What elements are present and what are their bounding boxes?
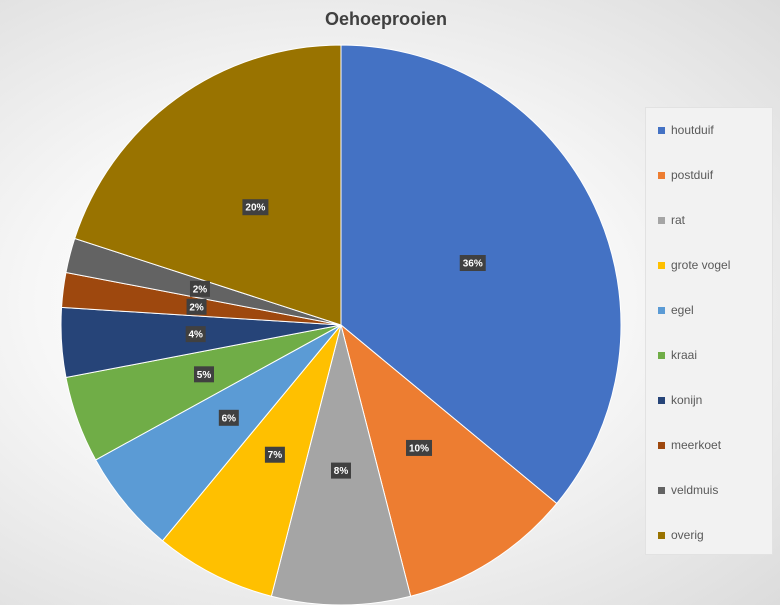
legend-label: rat	[671, 213, 686, 227]
legend-swatch	[658, 171, 665, 179]
legend-item-egel: egel	[658, 302, 694, 318]
data-label-konijn: 4%	[185, 326, 206, 343]
pie-slice-overig	[74, 44, 342, 326]
data-label-kraai: 5%	[194, 366, 215, 383]
legend-swatch	[658, 531, 665, 539]
legend-label: grote vogel	[671, 258, 731, 272]
pie-slice-houtduif	[340, 44, 622, 505]
data-label-overig: 20%	[242, 199, 269, 216]
svg-text:20%: 20%	[245, 203, 265, 214]
data-label-veldmuis: 2%	[189, 280, 210, 297]
legend-item-konijn: konijn	[658, 392, 702, 408]
svg-text:7%: 7%	[268, 450, 283, 461]
svg-text:4%: 4%	[188, 330, 203, 341]
svg-text:5%: 5%	[197, 370, 212, 381]
legend-item-postduif: postduif	[658, 167, 713, 183]
legend-swatch	[658, 396, 665, 404]
data-label-egel: 6%	[218, 409, 239, 426]
legend-swatch	[658, 486, 665, 494]
legend-swatch	[658, 441, 665, 449]
legend-swatch	[658, 261, 665, 269]
legend-swatch	[658, 216, 665, 224]
legend-label: meerkoet	[671, 438, 722, 452]
pie-slice-grote-vogel	[161, 324, 342, 597]
legend-item-meerkoet: meerkoet	[658, 437, 721, 453]
svg-text:10%: 10%	[409, 443, 429, 454]
legend-label: egel	[671, 303, 694, 317]
svg-text:2%: 2%	[189, 302, 204, 313]
data-label-houtduif: 36%	[459, 255, 486, 272]
chart-legend: houtduif postduif rat grote vogel egel kraai k…	[645, 107, 773, 555]
data-label-grote-vogel: 7%	[264, 446, 285, 463]
legend-swatch	[658, 126, 665, 134]
legend-swatch	[658, 306, 665, 314]
legend-label: overig	[671, 528, 704, 542]
legend-swatch	[658, 351, 665, 359]
legend-item-kraai: kraai	[658, 347, 697, 363]
legend-label: postduif	[671, 168, 714, 182]
svg-text:6%: 6%	[222, 413, 237, 424]
legend-label: houtduif	[671, 123, 714, 137]
legend-item-rat: rat	[658, 212, 685, 228]
legend-label: kraai	[671, 348, 698, 362]
legend-item-grote-vogel: grote vogel	[658, 257, 730, 273]
legend-label: veldmuis	[671, 483, 719, 497]
legend-label: konijn	[671, 393, 703, 407]
data-label-meerkoet: 2%	[186, 298, 207, 315]
legend-item-houtduif: houtduif	[658, 122, 714, 138]
legend-item-veldmuis: veldmuis	[658, 482, 718, 498]
svg-text:8%: 8%	[334, 466, 349, 477]
chart-title: Oehoeprooien	[324, 9, 447, 29]
svg-text:2%: 2%	[193, 284, 208, 295]
data-label-postduif: 10%	[406, 439, 433, 456]
legend-item-overig: overig	[658, 527, 704, 543]
data-label-rat: 8%	[331, 462, 351, 479]
svg-text:36%: 36%	[463, 259, 483, 270]
pie-slice-postduif	[340, 323, 558, 597]
